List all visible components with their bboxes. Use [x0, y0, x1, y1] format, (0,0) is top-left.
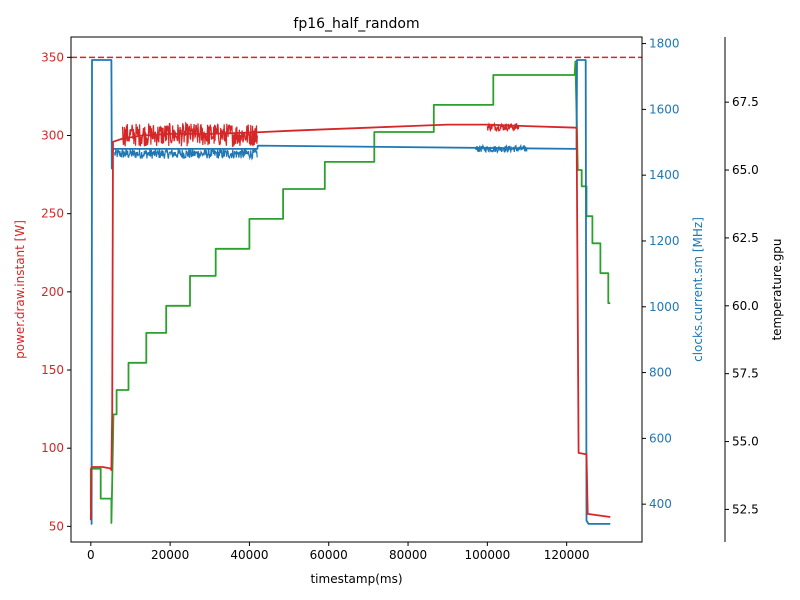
temperature-y-axis-label: temperature.gpu	[770, 238, 784, 340]
temperature-y-tick-label: 57.5	[732, 367, 759, 381]
clock-series-group	[90, 59, 611, 525]
power-y-tick-label: 50	[49, 519, 64, 533]
x-tick-label: 0	[87, 548, 95, 562]
clock-y-axis-label: clocks.current.sm [MHz]	[691, 217, 705, 362]
power-y-axis-label: power.draw.instant [W]	[13, 220, 27, 359]
clock-y-tick-label: 600	[649, 431, 672, 445]
power-y-tick-label: 300	[41, 128, 64, 142]
temperature-y-tick-label: 62.5	[732, 231, 759, 245]
x-tick-label: 80000	[389, 548, 427, 562]
clock-y-tick-label: 1600	[649, 102, 680, 116]
clock-y-tick-label: 1000	[649, 300, 680, 314]
temperature-y-tick-label: 52.5	[732, 502, 759, 516]
plot-frame	[70, 36, 643, 543]
temperature-y-tick-label: 60.0	[732, 299, 759, 313]
x-tick-label: 100000	[464, 548, 510, 562]
x-tick-label: 120000	[544, 548, 590, 562]
power-y-tick-label: 350	[41, 50, 64, 64]
clock-y-tick-label: 1400	[649, 168, 680, 182]
clock-y-tick-label: 800	[649, 366, 672, 380]
x-axis-label: timestamp(ms)	[310, 572, 402, 586]
series-group	[71, 56, 642, 525]
power-series-group	[89, 121, 611, 521]
power-series-line	[89, 123, 611, 521]
clock-y-tick-label: 1800	[649, 37, 680, 51]
clock-series-noise-0	[114, 147, 258, 161]
temperature-y-tick-label: 65.0	[732, 163, 759, 177]
power-y-tick-label: 250	[41, 207, 64, 221]
axes: 0 20000 40000 60000 80000 100000 120000 50 100 15…	[13, 36, 784, 562]
plot-area	[71, 56, 642, 525]
temperature-y-tick-label: 55.0	[732, 435, 759, 449]
temperature-y-tick-label: 67.5	[732, 95, 759, 109]
power-y-tick-label: 200	[41, 285, 64, 299]
x-tick-label: 60000	[310, 548, 348, 562]
x-tick-label: 40000	[230, 548, 268, 562]
clock-y-tick-label: 400	[649, 497, 672, 511]
x-tick-label: 20000	[151, 548, 189, 562]
clock-y-tick-label: 1200	[649, 234, 680, 248]
power-y-tick-label: 100	[41, 441, 64, 455]
chart-title: fp16_half_random	[293, 16, 419, 32]
clock-series-line	[90, 59, 611, 525]
power-y-tick-label: 150	[41, 363, 64, 377]
